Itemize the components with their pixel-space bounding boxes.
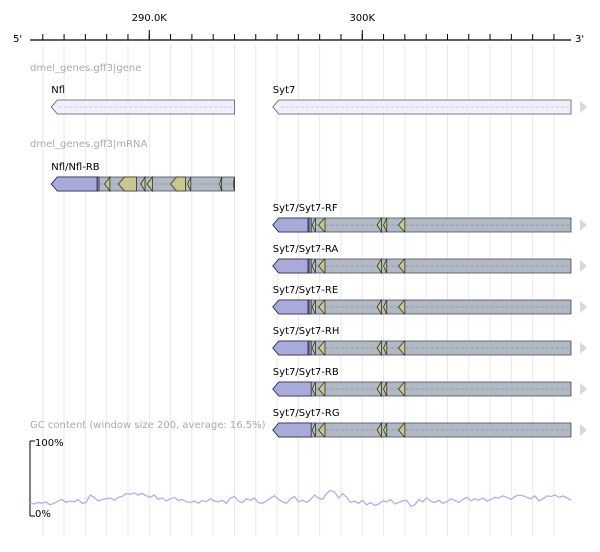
mrna-track: Nfl/Nfl-RB Syt7/Syt7-RF Syt7/Syt7-RA Syt7/S…: [50, 162, 587, 439]
cds-exon: [170, 176, 186, 192]
transcript-label: Syt7/Syt7-RE: [273, 285, 338, 296]
gc-track: 100% 0%: [29, 438, 572, 520]
gene-label: Nfl: [51, 85, 65, 96]
cds-exon: [117, 176, 137, 192]
utr-exon: [308, 258, 312, 274]
gene-feature[interactable]: Nfl: [50, 85, 235, 115]
transcript-label: Syt7/Syt7-RG: [273, 408, 340, 419]
transcript[interactable]: Syt7/Syt7-RF: [272, 203, 587, 234]
utr-exon: [308, 217, 312, 233]
transcript-label: Syt7/Syt7-RF: [273, 203, 338, 214]
mrna-track-title: dmel_genes.gff3|mRNA: [30, 139, 148, 150]
cds-exon: [233, 176, 235, 192]
utr-exon: [272, 422, 312, 438]
transcript[interactable]: Syt7/Syt7-RH: [272, 326, 587, 357]
cds-exon: [383, 258, 388, 274]
transcript[interactable]: Syt7/Syt7-RB: [272, 367, 587, 398]
cds-exon: [187, 176, 192, 192]
cds-exon: [318, 217, 326, 233]
cds-exon: [383, 381, 388, 397]
transcript-label: Syt7/Syt7-RH: [273, 326, 340, 337]
utr-exon: [272, 299, 309, 315]
utr-exon: [272, 340, 309, 356]
overflow-arrow-icon: [580, 101, 587, 113]
cds-exon: [311, 299, 316, 315]
overflow-arrow-icon: [580, 219, 587, 231]
cds-exon: [376, 339, 382, 357]
ruler-end-label: 3': [575, 34, 584, 45]
utr-exon: [308, 340, 312, 356]
cds-exon: [383, 299, 388, 315]
cds-exon: [376, 380, 382, 398]
transcript-label: Nfl/Nfl-RB: [51, 162, 99, 173]
transcript[interactable]: Syt7/Syt7-RE: [272, 285, 587, 316]
utr-exon: [96, 176, 100, 192]
gc-min-label: 0%: [35, 509, 51, 520]
cds-exon: [376, 298, 382, 316]
transcript[interactable]: Nfl/Nfl-RB: [50, 162, 235, 193]
cds-exon: [383, 217, 388, 233]
cds-exon: [397, 258, 406, 274]
cds-exon: [397, 340, 406, 356]
transcript[interactable]: Syt7/Syt7-RA: [272, 244, 587, 275]
ruler: 5' 3' 290.0K 300K: [13, 13, 584, 45]
cds-exon: [318, 422, 326, 438]
ruler-major-tick-label: 290.0K: [132, 13, 168, 24]
cds-exon: [397, 299, 406, 315]
cds-exon: [104, 175, 111, 193]
cds-exon: [318, 299, 326, 315]
cds-exon: [140, 175, 146, 193]
utr-exon: [272, 258, 309, 274]
overflow-arrow-icon: [580, 383, 587, 395]
overflow-arrow-icon: [580, 260, 587, 272]
utr-exon: [272, 381, 312, 397]
cds-exon: [376, 216, 382, 234]
gc-track-title: GC content (window size 200, average: 16…: [30, 420, 266, 431]
overflow-arrow-icon: [580, 342, 587, 354]
transcript[interactable]: Syt7/Syt7-RG: [272, 408, 587, 439]
cds-exon: [311, 217, 316, 233]
grid-lines: [42, 44, 555, 536]
cds-exon: [311, 258, 316, 274]
ruler-major-tick-label: 300K: [349, 13, 375, 24]
cds-exon: [318, 381, 326, 397]
utr-exon: [272, 217, 309, 233]
cds-exon: [146, 175, 153, 193]
cds-exon: [311, 340, 316, 356]
cds-exon: [376, 421, 382, 439]
gc-max-label: 100%: [35, 438, 64, 449]
gc-content-line: [29, 489, 572, 508]
gene-label: Syt7: [273, 85, 296, 96]
cds-exon: [318, 258, 326, 274]
gene-track-title: dmel_genes.gff3|gene: [30, 63, 141, 74]
gene-body: [50, 99, 235, 115]
cds-exon: [397, 422, 406, 438]
cds-exon: [397, 217, 406, 233]
ruler-ticks: 290.0K 300K: [42, 13, 555, 40]
gene-track: Nfl Syt7: [50, 85, 587, 115]
cds-exon: [383, 422, 388, 438]
cds-exon: [383, 340, 388, 356]
cds-exon: [311, 422, 316, 438]
overflow-arrow-icon: [580, 424, 587, 436]
cds-exon: [219, 176, 223, 192]
gene-feature[interactable]: Syt7: [272, 85, 587, 115]
transcript-label: Syt7/Syt7-RB: [273, 367, 339, 378]
cds-exon: [376, 257, 382, 275]
cds-exon: [311, 381, 316, 397]
utr-exon: [50, 176, 98, 192]
cds-exon: [397, 381, 406, 397]
utr-exon: [308, 299, 312, 315]
ruler-start-label: 5': [13, 34, 22, 45]
cds-exon: [318, 340, 326, 356]
overflow-arrow-icon: [580, 301, 587, 313]
transcript-label: Syt7/Syt7-RA: [273, 244, 339, 255]
